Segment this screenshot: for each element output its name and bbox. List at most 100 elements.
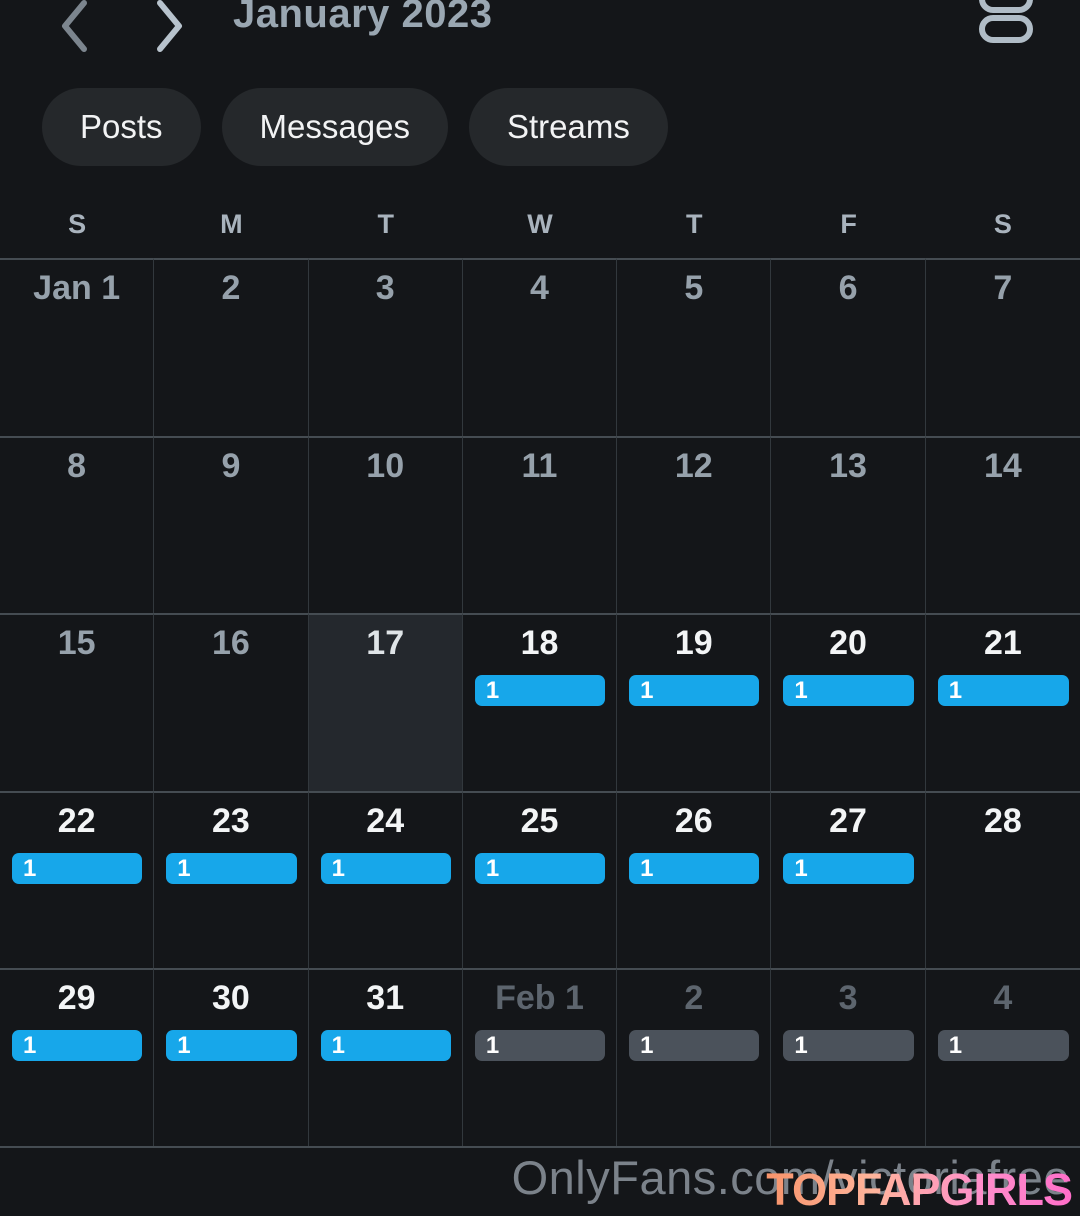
calendar-cell[interactable]: Jan 1 xyxy=(0,258,155,436)
calendar-cell[interactable]: 6 xyxy=(771,258,926,436)
calendar-cell[interactable]: 10 xyxy=(308,435,463,614)
event-count-badge: 1 xyxy=(937,1030,1069,1062)
weekday-label: M xyxy=(220,209,243,239)
date-label: 28 xyxy=(983,801,1022,840)
date-label: 5 xyxy=(684,269,704,307)
footer: OnlyFans.com/victoriafree TOPFAPGIRLS xyxy=(0,1148,1080,1216)
event-count-badge: 1 xyxy=(320,1030,451,1062)
calendar-cell[interactable]: 26 1 xyxy=(617,790,772,969)
date-label: 30 xyxy=(212,979,250,1018)
calendar-cell[interactable]: 25 1 xyxy=(462,790,618,969)
weekday-label: W xyxy=(527,209,553,239)
calendar-cell[interactable]: 5 xyxy=(617,258,772,436)
date-label: 8 xyxy=(67,446,87,485)
event-count-badge: 1 xyxy=(783,675,914,707)
calendar-cell[interactable]: 7 xyxy=(925,258,1080,436)
event-count-badge: 1 xyxy=(629,1030,760,1062)
calendar-cell[interactable]: 8 xyxy=(0,435,155,614)
date-label: 23 xyxy=(212,801,250,840)
calendar-cell[interactable]: 12 xyxy=(617,435,772,614)
date-label: 3 xyxy=(375,269,395,307)
event-count-badge: 1 xyxy=(474,852,606,884)
event-count-badge: 1 xyxy=(474,1030,606,1062)
date-label: 22 xyxy=(57,801,96,840)
calendar-cell[interactable]: 11 xyxy=(462,435,618,614)
date-label: 26 xyxy=(674,801,713,840)
filter-messages-button[interactable]: Messages xyxy=(221,88,448,166)
calendar-cell[interactable]: 29 1 xyxy=(0,968,155,1146)
filter-posts-button[interactable]: Posts xyxy=(42,88,201,166)
date-label: 15 xyxy=(57,624,96,663)
date-label: 18 xyxy=(520,624,559,663)
event-count-badge: 1 xyxy=(629,675,760,707)
date-label: 4 xyxy=(993,979,1013,1018)
weekday-label: F xyxy=(840,209,857,239)
month-title: January 2023 xyxy=(233,0,493,36)
date-label: 2 xyxy=(221,269,241,307)
calendar-cell[interactable]: 17 xyxy=(308,613,463,791)
date-label: Jan 1 xyxy=(33,269,121,307)
calendar-cell[interactable]: 15 xyxy=(0,613,155,791)
weekday-label: T xyxy=(686,209,703,239)
calendar-cell[interactable]: 28 xyxy=(925,790,1080,969)
calendar-cell[interactable]: 27 1 xyxy=(771,790,926,969)
calendar-cell[interactable]: 31 1 xyxy=(308,968,463,1146)
filter-pills: Posts Messages Streams xyxy=(42,88,668,166)
calendar-cell[interactable]: 4 xyxy=(462,258,618,436)
chevron-right-icon xyxy=(148,0,188,52)
calendar-cell[interactable]: 23 1 xyxy=(154,790,309,969)
date-label: Feb 1 xyxy=(495,979,584,1018)
date-label: 27 xyxy=(829,801,867,840)
event-count-badge: 1 xyxy=(166,1030,297,1062)
event-count-badge: 1 xyxy=(166,852,297,884)
date-label: 14 xyxy=(983,446,1022,485)
watermark-text: OnlyFans.com/victoriafree xyxy=(512,1150,1070,1205)
filter-streams-button[interactable]: Streams xyxy=(468,88,668,166)
event-count-badge: 1 xyxy=(783,1030,914,1062)
calendar-cell[interactable]: 21 1 xyxy=(925,613,1080,791)
event-count-badge: 1 xyxy=(12,852,143,884)
weekday-label: T xyxy=(377,209,394,239)
date-label: 20 xyxy=(829,624,867,663)
calendar-header: January 2023 xyxy=(0,0,1080,88)
date-label: 9 xyxy=(221,446,241,485)
calendar-cell[interactable]: 20 1 xyxy=(771,613,926,791)
calendar-cell[interactable]: 9 xyxy=(154,435,309,614)
agenda-view-button[interactable] xyxy=(978,0,1034,44)
prev-month-button[interactable] xyxy=(56,0,96,52)
calendar-cell[interactable]: 16 xyxy=(154,613,309,791)
agenda-list-icon xyxy=(978,0,1034,44)
calendar-cell[interactable]: 3 xyxy=(308,258,463,436)
calendar-cell[interactable]: 22 1 xyxy=(0,790,155,969)
event-count-badge: 1 xyxy=(783,852,914,884)
date-label: 24 xyxy=(366,801,405,840)
date-label: 7 xyxy=(993,269,1013,307)
date-label: 2 xyxy=(684,979,704,1018)
event-count-badge: 1 xyxy=(629,852,760,884)
date-label: 4 xyxy=(530,269,549,307)
calendar-grid: Jan 1 2 3 4 5 6 7 8 9 10 11 12 13 14 15 16 17 18 1 19 1 20 1 21… xyxy=(0,258,1080,1148)
date-label: 21 xyxy=(983,624,1022,663)
calendar-cell[interactable]: 18 1 xyxy=(462,613,618,791)
chevron-left-icon xyxy=(56,0,96,52)
date-label: 13 xyxy=(829,446,867,485)
date-label: 25 xyxy=(520,801,559,840)
brand-watermark: TOPFAPGIRLS xyxy=(766,1164,1073,1215)
calendar-cell[interactable]: 13 xyxy=(771,435,926,614)
calendar-cell[interactable]: 24 1 xyxy=(308,790,463,969)
date-label: 3 xyxy=(838,979,858,1018)
date-label: 17 xyxy=(366,624,405,663)
calendar-cell[interactable]: 19 1 xyxy=(617,613,772,791)
date-label: 12 xyxy=(674,446,713,485)
calendar-cell[interactable]: 2 xyxy=(154,258,309,436)
next-month-button[interactable] xyxy=(148,0,188,52)
calendar-cell[interactable]: 14 xyxy=(925,435,1080,614)
date-label: 31 xyxy=(366,979,405,1018)
calendar-cell[interactable]: 30 1 xyxy=(154,968,309,1146)
calendar-cell[interactable]: Feb 1 1 xyxy=(462,968,618,1146)
